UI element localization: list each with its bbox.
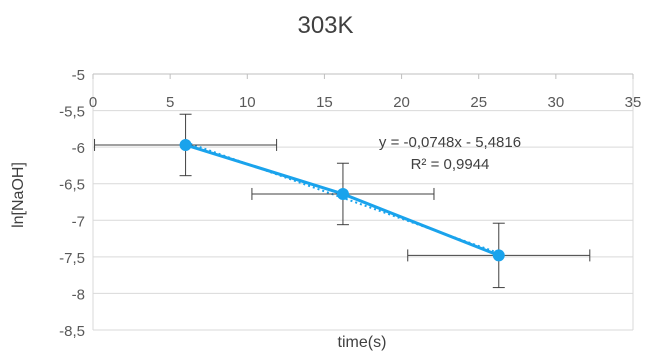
x-tick-label: 5 xyxy=(166,94,174,111)
x-tick-label: 30 xyxy=(548,94,565,111)
y-tick-label: -6 xyxy=(72,140,85,157)
x-axis-label: time(s) xyxy=(337,334,387,351)
x-tick-label: 25 xyxy=(470,94,487,111)
y-tick-label: -5 xyxy=(72,67,85,84)
trendline-label: y = -0,0748x - 5,4816 R² = 0,9944 xyxy=(300,132,600,176)
trendline-r-squared: R² = 0,9944 xyxy=(410,156,490,173)
data-point xyxy=(492,249,505,262)
chart-title: 303K xyxy=(297,12,354,39)
data-point xyxy=(179,138,192,151)
y-tick-label: -6,5 xyxy=(59,177,85,194)
y-axis-label: ln[NaOH] xyxy=(10,162,27,228)
x-tick-label: 0 xyxy=(89,94,97,111)
y-tick-label: -8,5 xyxy=(59,323,85,340)
y-tick-label: -5,5 xyxy=(59,104,85,121)
y-tick-label: -7,5 xyxy=(59,250,85,267)
y-tick-label: -8 xyxy=(72,286,85,303)
trendline-equation: y = -0,0748x - 5,4816 xyxy=(378,134,522,151)
x-tick-label: 15 xyxy=(316,94,333,111)
data-point xyxy=(336,187,349,200)
x-tick-label: 35 xyxy=(625,94,642,111)
x-tick-label: 10 xyxy=(239,94,256,111)
x-tick-label: 20 xyxy=(393,94,410,111)
y-tick-label: -7 xyxy=(72,213,85,230)
